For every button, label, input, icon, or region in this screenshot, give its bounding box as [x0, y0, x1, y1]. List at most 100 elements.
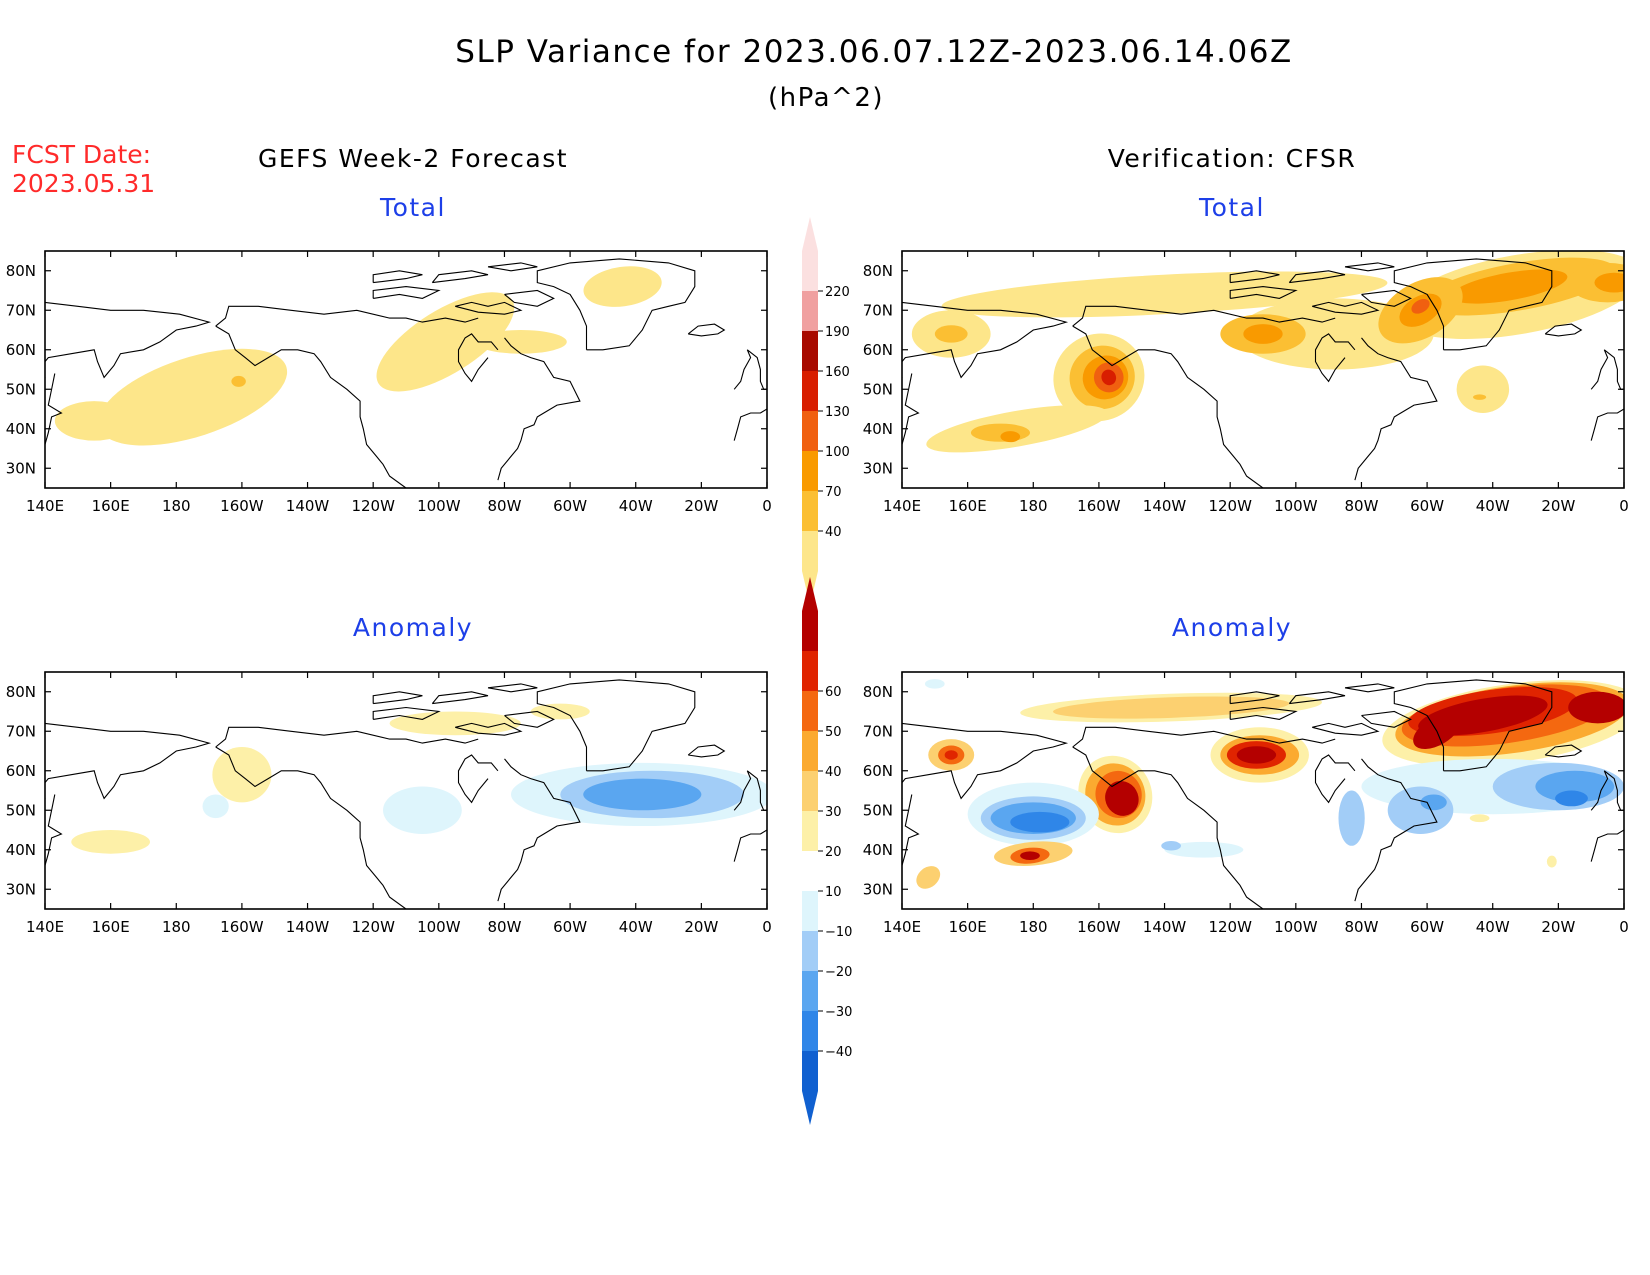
lon-tick-label: 160E: [92, 497, 130, 515]
shade-contour: [71, 830, 151, 854]
lat-tick-label: 60N: [863, 762, 893, 780]
coastline: [733, 770, 767, 811]
lat-tick-label: 30N: [6, 459, 36, 477]
coastline: [45, 794, 63, 866]
shade-contour: [98, 348, 288, 446]
coastline: [1072, 726, 1336, 748]
coastline: [902, 373, 920, 445]
lat-tick-label: 60N: [6, 341, 36, 359]
lon-tick-label: 40W: [619, 918, 653, 936]
lon-tick-label: 180: [1019, 918, 1048, 936]
lon-tick-label: 160E: [92, 918, 130, 936]
shade-contour: [1456, 365, 1510, 413]
lon-tick-label: 100W: [417, 918, 461, 936]
lon-tick-label: 80W: [487, 918, 521, 936]
shade-contour: [583, 778, 702, 811]
lon-tick-label: 180: [162, 497, 191, 515]
lon-tick-label: 40W: [619, 497, 653, 515]
shade-contour: [1010, 811, 1070, 833]
colorbar-swatch: [802, 331, 818, 371]
coastline: [457, 333, 499, 383]
coastline: [1361, 289, 1412, 307]
colorbar-swatch: [802, 691, 818, 731]
lon-tick-label: 140E: [883, 497, 921, 515]
coastlines: [45, 258, 767, 488]
figure-units: (hPa^2): [768, 83, 884, 113]
colorbar-swatch: [802, 851, 818, 891]
colorbar-swatch: [802, 491, 818, 531]
coastline: [457, 754, 499, 804]
lon-tick-label: 80W: [1344, 497, 1378, 515]
forecast-anomaly-subtitle: Anomaly: [353, 613, 473, 642]
map-frame: [44, 250, 768, 489]
lon-tick-label: 160W: [1077, 918, 1121, 936]
coastline: [1288, 691, 1346, 705]
lon-tick-label: 60W: [553, 918, 587, 936]
lon-tick-label: 180: [162, 918, 191, 936]
colorbar-label: −40: [825, 1045, 852, 1060]
right-column-heading: Verification: CFSR: [1108, 144, 1356, 173]
lon-tick-label: 140W: [1143, 918, 1187, 936]
lat-tick-label: 60N: [863, 341, 893, 359]
lat-tick-label: 50N: [6, 801, 36, 819]
shade-contour: [1546, 855, 1557, 868]
lon-tick-label: 180: [1019, 497, 1048, 515]
lon-tick-label: 0: [762, 497, 772, 515]
map-frame: [901, 250, 1625, 489]
shade-contour: [202, 794, 229, 819]
lat-tick-label: 50N: [6, 380, 36, 398]
lon-tick-label: 0: [762, 918, 772, 936]
left-column-heading: GEFS Week-2 Forecast: [258, 144, 568, 173]
shade-contour: [1594, 272, 1624, 293]
shade-contour: [530, 703, 590, 720]
shade-contour: [924, 679, 945, 689]
anomaly-colorbar: −40 −30 −20 −10 10 20 30 40 50 60: [802, 577, 852, 1125]
shade-contour: [1473, 394, 1487, 400]
coastline: [1229, 706, 1298, 720]
coastline: [687, 323, 726, 337]
lon-tick-label: 120W: [351, 497, 395, 515]
colorbar-label: 40: [825, 765, 842, 780]
figure-title: SLP Variance for 2023.06.07.12Z-2023.06.…: [455, 34, 1292, 70]
verification-anomaly-map: 140E 160E 180 160W 140W 120W 100W 80W 60W 40W 20W 0…: [863, 671, 1629, 936]
shade-contour: [1101, 369, 1117, 386]
lat-tick-label: 50N: [863, 380, 893, 398]
lat-tick-label: 30N: [863, 459, 893, 477]
verification-total-map: 140E 160E 180 160W 140W 120W 100W 80W 60W 40W 20W 0…: [863, 250, 1629, 515]
forecast-total-map: 140E 160E 180 160W 140W 120W 100W 80W 60W 40W 20W 0…: [6, 250, 772, 515]
colorbar-swatch: [802, 811, 818, 851]
lon-tick-label: 160W: [220, 497, 264, 515]
forecast-total-subtitle: Total: [379, 193, 446, 222]
lon-tick-label: 20W: [1541, 497, 1575, 515]
lat-tick-label: 30N: [863, 880, 893, 898]
lat-tick-label: 70N: [863, 301, 893, 319]
coastline: [1590, 829, 1624, 862]
coastline: [1544, 744, 1583, 758]
coastline: [1354, 337, 1438, 481]
shade-contour: [389, 711, 521, 736]
lat-tick-label: 70N: [6, 301, 36, 319]
shade-contour: [1105, 780, 1139, 816]
lon-tick-label: 160E: [949, 497, 987, 515]
lon-tick-label: 160E: [949, 918, 987, 936]
coastline: [372, 286, 441, 299]
colorbar-swatch: [802, 891, 818, 931]
coastline: [487, 683, 538, 693]
lat-tick-label: 40N: [863, 841, 893, 859]
colorbar-swatch: [802, 1051, 818, 1091]
lon-tick-label: 100W: [1274, 497, 1318, 515]
lat-tick-label: 60N: [6, 762, 36, 780]
colorbar-label: 160: [825, 365, 850, 380]
lon-tick-label: 120W: [351, 918, 395, 936]
coastline: [1072, 305, 1336, 327]
total-colorbar: 40 70 100 130 160 190 220: [802, 217, 850, 605]
coastline: [1590, 349, 1624, 390]
coastline: [45, 301, 212, 380]
shade-contour: [54, 401, 134, 441]
shade-contour: [1535, 770, 1615, 803]
coastline: [1072, 325, 1264, 488]
colorbar-label: 20: [825, 845, 842, 860]
coastline: [215, 325, 407, 488]
lon-tick-label: 80W: [487, 497, 521, 515]
